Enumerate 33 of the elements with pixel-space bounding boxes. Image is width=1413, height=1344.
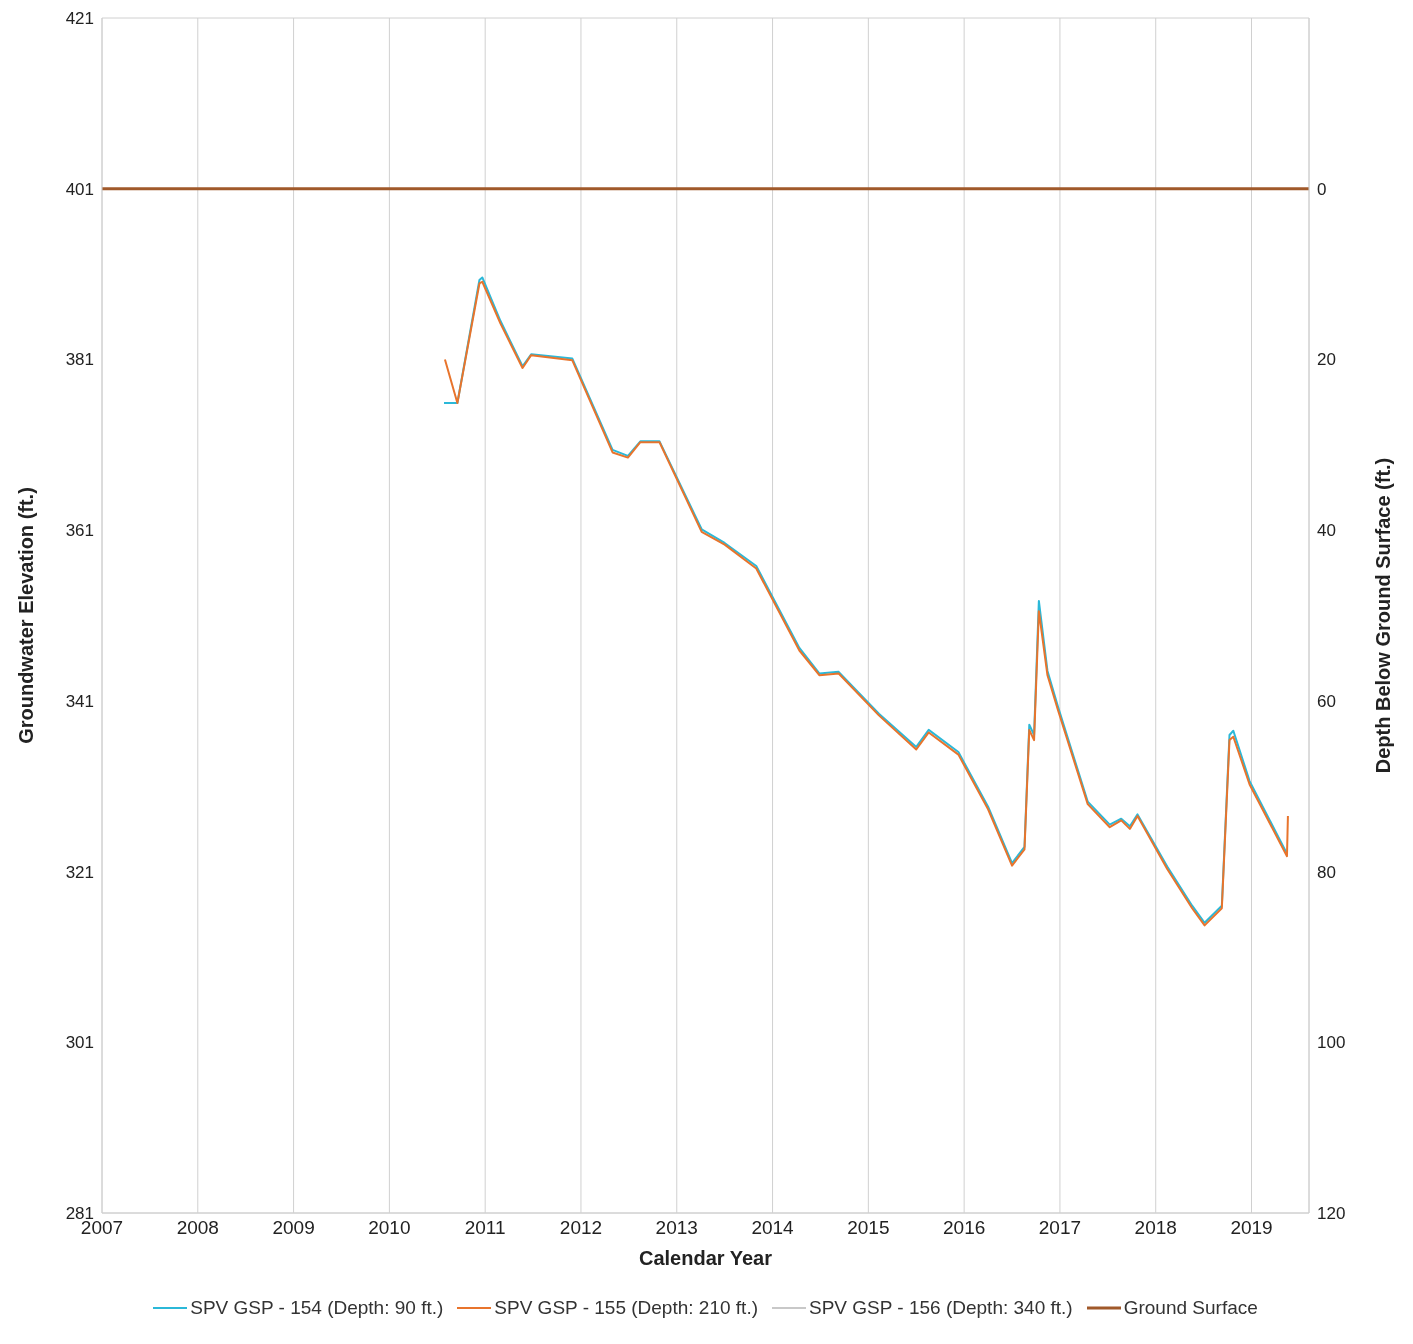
y2-tick-label: 40	[1317, 521, 1336, 541]
y2-tick-label: 100	[1317, 1033, 1346, 1053]
x-tick-label: 2014	[751, 1217, 795, 1239]
legend-label: SPV GSP - 155 (Depth: 210 ft.)	[494, 1297, 758, 1319]
x-tick-label: 2017	[1038, 1217, 1082, 1239]
x-tick-label: 2015	[847, 1217, 890, 1239]
x-tick-label: 2016	[943, 1217, 986, 1239]
y2-axis-title: Depth Below Ground Surface (ft.)	[1372, 457, 1395, 774]
y-tick-label: 401	[65, 179, 94, 199]
x-tick-label: 2013	[655, 1217, 698, 1239]
x-tick-label: 2010	[368, 1217, 411, 1239]
y-tick-label: 301	[65, 1033, 94, 1053]
legend-label: SPV GSP - 154 (Depth: 90 ft.)	[190, 1297, 444, 1319]
x-tick-label: 2012	[559, 1217, 603, 1239]
y-axis-title: Groundwater Elevation (ft.)	[15, 487, 38, 744]
y2-tick-label: 80	[1317, 862, 1336, 882]
y2-tick-label: 60	[1317, 691, 1336, 711]
legend-label: SPV GSP - 156 (Depth: 340 ft.)	[808, 1297, 1073, 1319]
y2-tick-label: 120	[1317, 1204, 1346, 1224]
y-tick-label: 381	[65, 350, 94, 370]
y-tick-label: 361	[65, 521, 94, 541]
x-tick-label: 2009	[272, 1217, 315, 1239]
x-tick-label: 2008	[176, 1217, 219, 1239]
y-tick-label: 341	[65, 691, 94, 711]
y2-tick-label: 20	[1317, 350, 1336, 370]
x-tick-label: 2019	[1230, 1217, 1273, 1239]
x-axis-title: Calendar Year	[638, 1247, 773, 1269]
y2-tick-label: 0	[1317, 179, 1327, 199]
y-tick-label: 321	[65, 862, 94, 882]
legend-label: Ground Surface	[1123, 1297, 1258, 1319]
y-tick-label: 421	[65, 9, 94, 29]
x-tick-label: 2011	[464, 1217, 506, 1239]
x-tick-label: 2018	[1134, 1217, 1177, 1239]
